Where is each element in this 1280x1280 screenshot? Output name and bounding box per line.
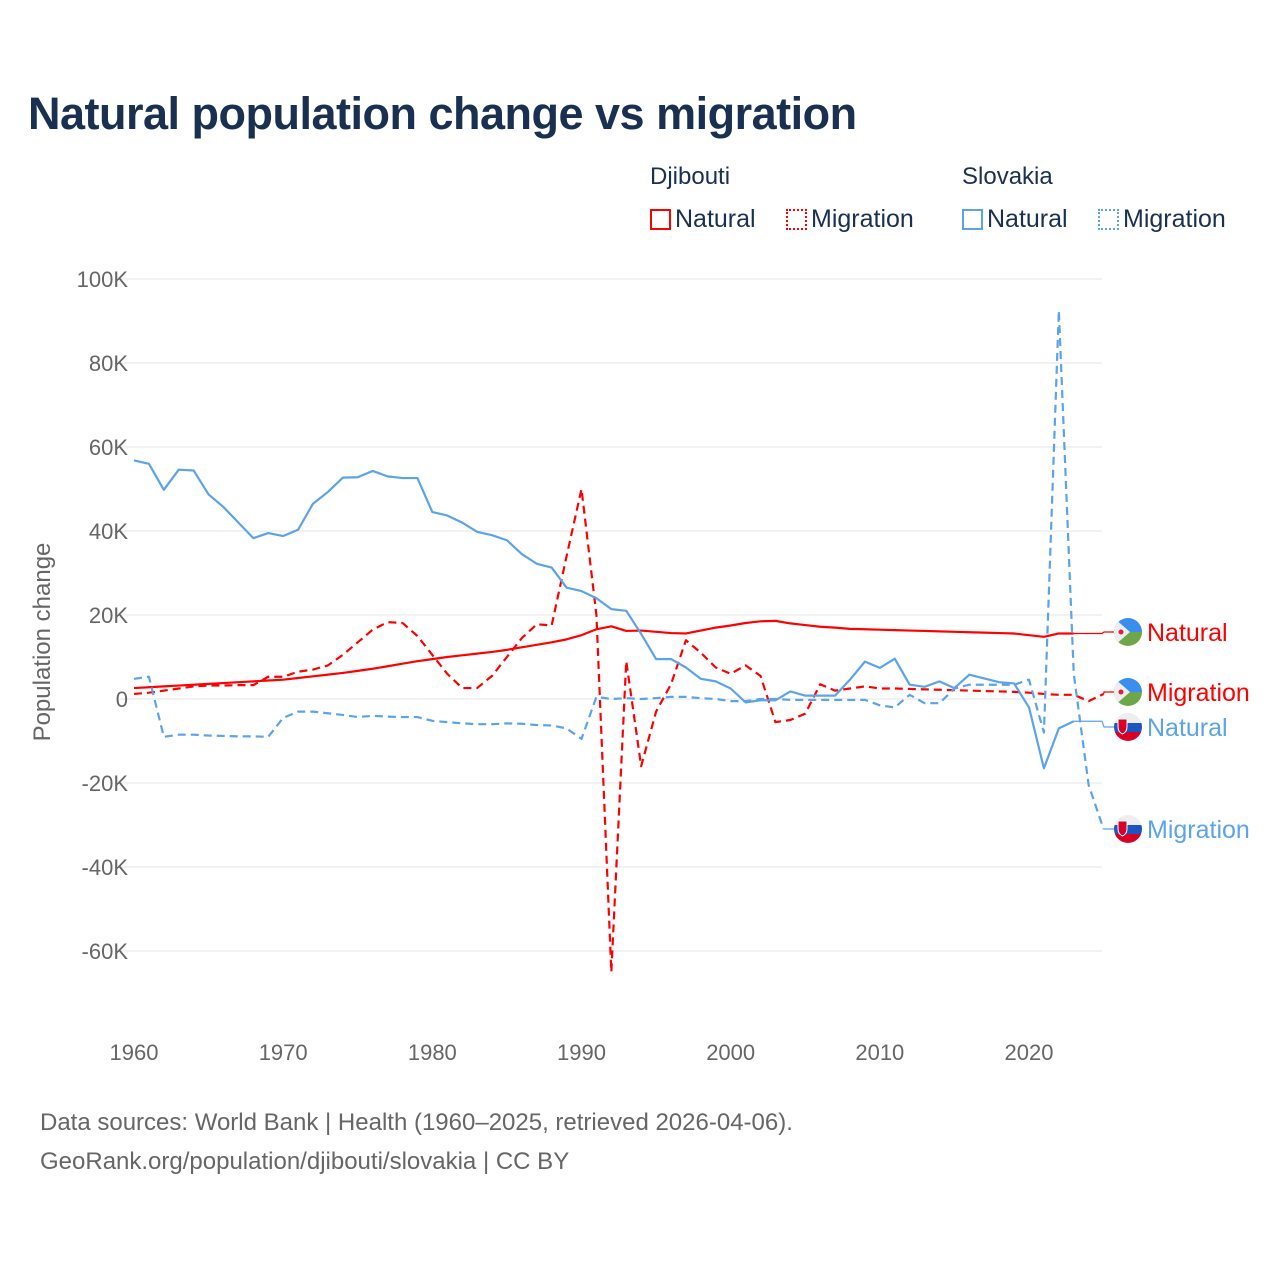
y-tick-label: 0: [116, 687, 128, 712]
x-tick-label: 1980: [408, 1040, 457, 1065]
legend-label: Natural: [675, 205, 756, 233]
end-label-djibouti-migration: Migration: [1147, 679, 1250, 707]
legend-djibouti-migration[interactable]: Migration: [786, 205, 914, 234]
y-tick-label: -60K: [82, 939, 129, 964]
legend-label: Natural: [987, 205, 1068, 233]
label-connector: [1073, 631, 1114, 635]
flag-slovakia-icon: [1114, 713, 1142, 741]
series-line-djibouti-migration: [133, 487, 1105, 974]
x-tick-label: 1990: [557, 1040, 606, 1065]
y-tick-label: 80K: [89, 351, 128, 376]
legend-slovakia-natural[interactable]: Natural: [962, 205, 1068, 234]
end-label-slovakia-natural: Natural: [1147, 714, 1228, 742]
legend-group-djibouti: Djibouti: [650, 163, 731, 190]
y-tick-label: 100K: [77, 267, 129, 292]
legend-slovakia-migration[interactable]: Migration: [1098, 205, 1226, 234]
series-line-slovakia-natural: [133, 459, 1075, 770]
label-connector: [1073, 720, 1114, 728]
flag-slovakia-icon: [1114, 815, 1142, 843]
series-line-slovakia-migration: [133, 309, 1105, 830]
source-line-1: Data sources: World Bank | Health (1960–…: [40, 1109, 793, 1136]
flag-djibouti-icon: [1114, 678, 1142, 706]
x-tick-label: 1970: [259, 1040, 308, 1065]
y-tick-label: 60K: [89, 435, 128, 460]
y-tick-label: -40K: [82, 855, 129, 880]
y-axis-label: Population change: [29, 543, 56, 742]
chart-title: Natural population change vs migration: [28, 88, 857, 139]
label-connector: [1102, 691, 1114, 695]
solid-swatch-icon: [962, 209, 983, 230]
series-line-djibouti-natural: [133, 619, 1074, 690]
y-tick-label: 40K: [89, 519, 128, 544]
x-tick-label: 1960: [110, 1040, 159, 1065]
dotted-swatch-icon: [1098, 209, 1119, 230]
x-tick-label: 2000: [706, 1040, 755, 1065]
legend-label: Migration: [1123, 205, 1226, 233]
end-label-djibouti-natural: Natural: [1147, 619, 1228, 647]
dotted-swatch-icon: [786, 209, 807, 230]
flag-djibouti-icon: [1114, 618, 1142, 646]
y-tick-label: -20K: [82, 771, 129, 796]
legend-group-slovakia: Slovakia: [962, 163, 1053, 190]
x-tick-label: 2010: [855, 1040, 904, 1065]
y-tick-label: 20K: [89, 603, 128, 628]
legend-label: Migration: [811, 205, 914, 233]
legend-djibouti-natural[interactable]: Natural: [650, 205, 756, 234]
source-line-2[interactable]: GeoRank.org/population/djibouti/slovakia…: [40, 1148, 570, 1175]
solid-swatch-icon: [650, 209, 671, 230]
x-tick-label: 2020: [1005, 1040, 1054, 1065]
end-label-slovakia-migration: Migration: [1147, 816, 1250, 844]
